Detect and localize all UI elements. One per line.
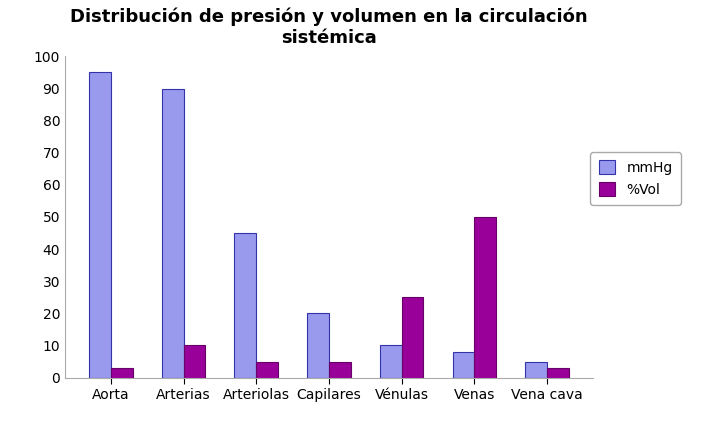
Bar [547, 368, 569, 378]
Bar [402, 297, 424, 378]
Legend: mmHg, %Vol: mmHg, %Vol [590, 152, 681, 205]
Bar [307, 313, 329, 378]
Bar [234, 233, 256, 378]
Bar [162, 89, 184, 378]
Bar [525, 362, 547, 378]
Bar [453, 352, 474, 378]
Bar [89, 72, 111, 378]
Bar [111, 368, 133, 378]
Bar [256, 362, 278, 378]
Bar [380, 345, 402, 378]
Bar [184, 345, 205, 378]
Bar [329, 362, 351, 378]
Title: Distribución de presión y volumen en la circulación
sistémica: Distribución de presión y volumen en la … [70, 7, 588, 46]
Bar [474, 217, 496, 378]
